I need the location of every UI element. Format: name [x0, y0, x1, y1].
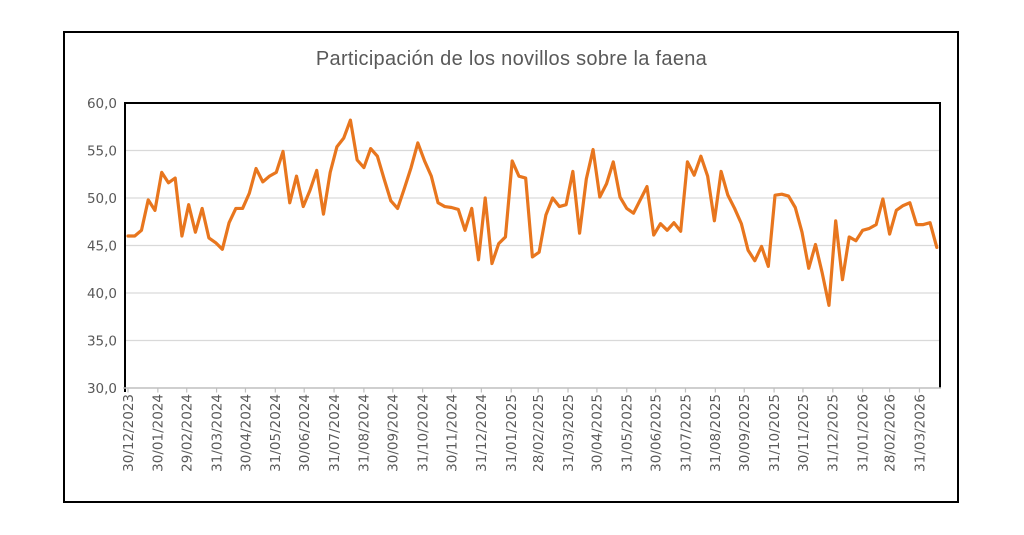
y-tick-label: 60,0: [87, 96, 117, 112]
x-tick-label: 31/12/2025: [826, 394, 842, 472]
x-tick-label: 31/05/2025: [620, 394, 636, 472]
x-tick-label: 31/10/2025: [767, 394, 783, 472]
chart-title: Participación de los novillos sobre la f…: [315, 48, 708, 70]
x-tick-label: 30/06/2025: [648, 394, 664, 472]
x-tick-label: 31/07/2025: [678, 394, 694, 472]
x-tick-label: 31/03/2025: [561, 394, 577, 472]
x-tick-label: 31/08/2025: [708, 394, 724, 472]
x-tick-label: 30/04/2025: [590, 394, 606, 472]
x-tick-label: 30/09/2024: [386, 394, 402, 472]
x-tick-label: 31/05/2024: [268, 394, 284, 472]
y-tick-label: 40,0: [87, 286, 117, 302]
x-tick-label: 31/08/2024: [357, 394, 373, 472]
x-tick-label: 30/11/2024: [444, 394, 460, 472]
x-tick-label: 28/02/2025: [531, 394, 547, 472]
x-tick-label: 30/12/2023: [121, 394, 137, 472]
y-tick-label: 55,0: [87, 144, 117, 160]
x-tick-label: 28/02/2026: [882, 394, 898, 472]
y-tick-label: 50,0: [87, 191, 117, 207]
plot-border: [124, 102, 941, 392]
y-tick-label: 45,0: [87, 239, 117, 255]
x-tick-label: 30/09/2025: [737, 394, 753, 472]
chart-outer-border: [63, 31, 959, 503]
x-tick-label: 31/01/2026: [855, 394, 871, 472]
x-tick-label: 30/01/2024: [151, 394, 167, 472]
x-tick-label: 31/10/2024: [415, 394, 431, 472]
x-tick-label: 30/04/2024: [238, 394, 254, 472]
x-tick-label: 31/03/2024: [209, 394, 225, 472]
data-series-line: [126, 118, 939, 307]
x-tick-label: 29/02/2024: [180, 394, 196, 472]
x-tick-label: 30/06/2024: [297, 394, 313, 472]
y-tick-label: 30,0: [87, 381, 117, 397]
y-tick-label: 35,0: [87, 334, 117, 350]
x-tick-label: 31/07/2024: [327, 394, 343, 472]
x-tick-label: 31/12/2024: [474, 394, 490, 472]
x-tick-label: 31/01/2025: [504, 394, 520, 472]
x-tick-label: 30/11/2025: [796, 394, 812, 472]
x-tick-label: 31/03/2026: [912, 394, 928, 472]
